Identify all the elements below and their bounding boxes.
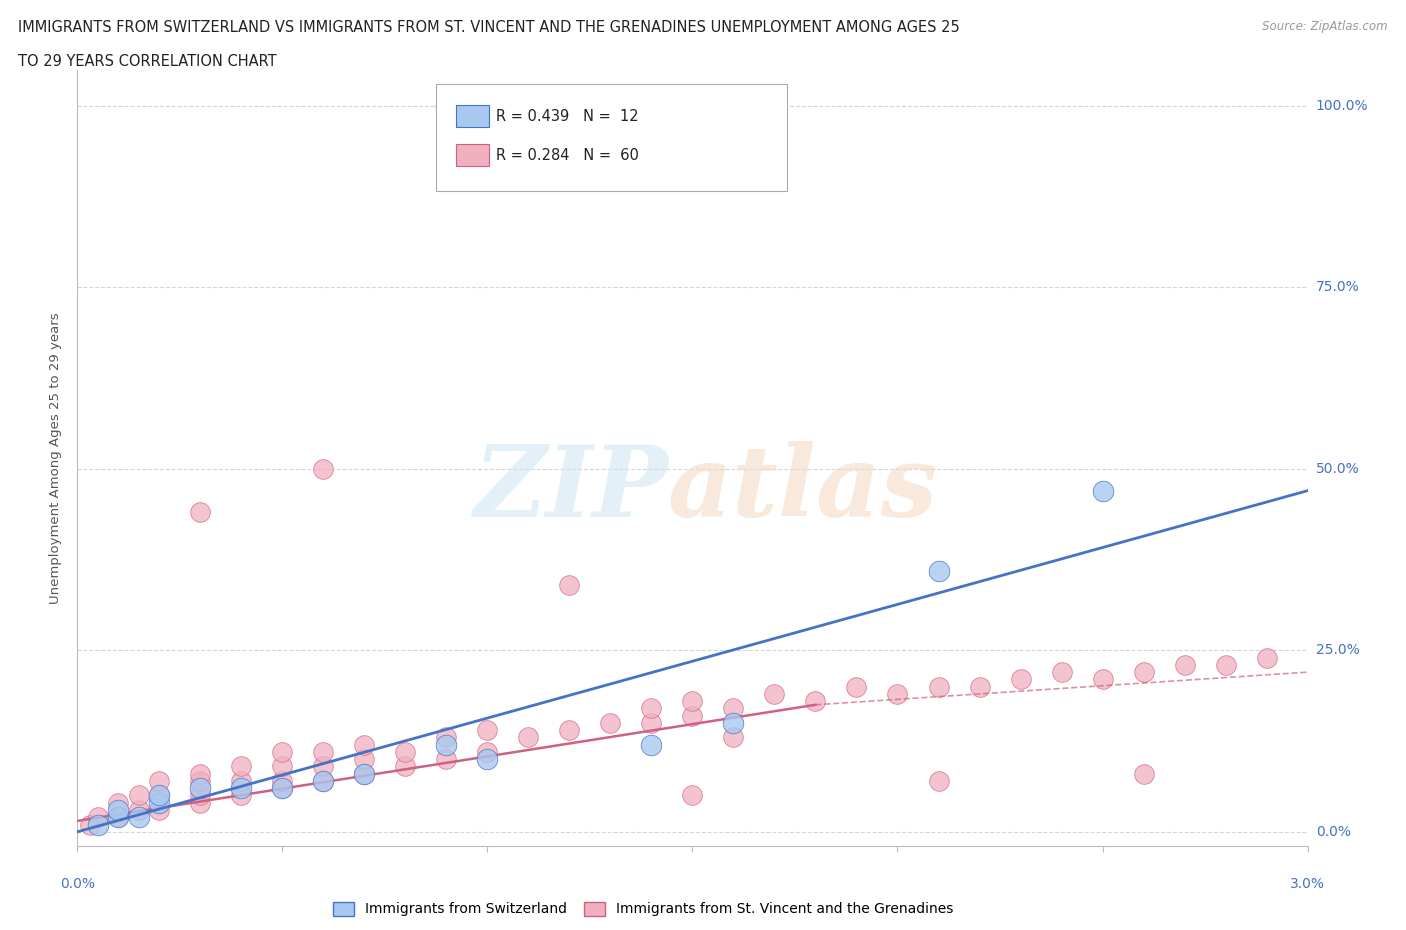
Point bbox=[107, 795, 129, 810]
Text: atlas: atlas bbox=[668, 441, 938, 538]
Point bbox=[969, 679, 991, 694]
Text: 75.0%: 75.0% bbox=[1316, 281, 1360, 295]
Point bbox=[231, 781, 253, 796]
Text: R = 0.439   N =  12: R = 0.439 N = 12 bbox=[496, 109, 638, 124]
Point bbox=[1132, 665, 1154, 680]
Point bbox=[231, 774, 253, 789]
Point bbox=[682, 788, 704, 803]
Point bbox=[1091, 484, 1114, 498]
Point bbox=[394, 745, 416, 760]
Point bbox=[928, 679, 950, 694]
Y-axis label: Unemployment Among Ages 25 to 29 years: Unemployment Among Ages 25 to 29 years bbox=[49, 312, 62, 604]
Point bbox=[188, 781, 212, 796]
Point bbox=[312, 774, 335, 789]
Point bbox=[723, 715, 745, 730]
Point bbox=[148, 795, 170, 810]
Point bbox=[148, 788, 170, 803]
Point bbox=[558, 723, 581, 737]
Point bbox=[1050, 665, 1073, 680]
Point bbox=[148, 803, 170, 817]
Point bbox=[188, 788, 212, 803]
Point bbox=[477, 723, 499, 737]
Point bbox=[723, 701, 745, 716]
Point bbox=[394, 759, 416, 774]
Point bbox=[353, 751, 375, 766]
Point bbox=[87, 817, 110, 832]
Point bbox=[1132, 766, 1154, 781]
Point bbox=[1010, 672, 1032, 687]
Text: 100.0%: 100.0% bbox=[1316, 99, 1368, 113]
Point bbox=[682, 694, 704, 709]
Point bbox=[312, 745, 335, 760]
Point bbox=[107, 803, 129, 817]
Point bbox=[188, 795, 212, 810]
Point bbox=[271, 774, 294, 789]
Point bbox=[599, 715, 621, 730]
Point bbox=[353, 737, 375, 752]
Point bbox=[148, 774, 170, 789]
Point bbox=[107, 810, 129, 825]
Point bbox=[804, 694, 827, 709]
Point bbox=[723, 730, 745, 745]
Point bbox=[271, 781, 294, 796]
Point bbox=[271, 759, 294, 774]
Point bbox=[477, 745, 499, 760]
Point bbox=[436, 737, 458, 752]
Text: Source: ZipAtlas.com: Source: ZipAtlas.com bbox=[1263, 20, 1388, 33]
Point bbox=[107, 810, 129, 825]
Text: TO 29 YEARS CORRELATION CHART: TO 29 YEARS CORRELATION CHART bbox=[18, 54, 277, 69]
Point bbox=[928, 774, 950, 789]
Text: 3.0%: 3.0% bbox=[1291, 877, 1324, 891]
Point bbox=[128, 803, 150, 817]
Text: 50.0%: 50.0% bbox=[1316, 462, 1360, 476]
Point bbox=[188, 774, 212, 789]
Point bbox=[353, 766, 375, 781]
Legend: Immigrants from Switzerland, Immigrants from St. Vincent and the Grenadines: Immigrants from Switzerland, Immigrants … bbox=[328, 896, 959, 922]
Point bbox=[436, 99, 458, 113]
Point bbox=[1091, 672, 1114, 687]
Point bbox=[1174, 658, 1197, 672]
Point bbox=[640, 701, 662, 716]
Point bbox=[928, 563, 950, 578]
Point bbox=[1215, 658, 1237, 672]
Point bbox=[436, 751, 458, 766]
Point bbox=[312, 461, 335, 476]
Point bbox=[188, 766, 212, 781]
Point bbox=[517, 730, 540, 745]
Text: 0.0%: 0.0% bbox=[60, 877, 94, 891]
Text: 25.0%: 25.0% bbox=[1316, 644, 1360, 658]
Point bbox=[682, 709, 704, 724]
Point bbox=[188, 505, 212, 520]
Point bbox=[886, 686, 908, 701]
Point bbox=[231, 788, 253, 803]
Point bbox=[477, 751, 499, 766]
Point bbox=[845, 679, 868, 694]
Point bbox=[312, 759, 335, 774]
Point bbox=[1256, 650, 1278, 665]
Point bbox=[128, 788, 150, 803]
Point bbox=[79, 817, 101, 832]
Text: 0.0%: 0.0% bbox=[1316, 825, 1351, 839]
Point bbox=[312, 774, 335, 789]
Text: R = 0.284   N =  60: R = 0.284 N = 60 bbox=[496, 148, 640, 163]
Point bbox=[436, 730, 458, 745]
Point bbox=[640, 715, 662, 730]
Text: ZIP: ZIP bbox=[472, 441, 668, 538]
Point bbox=[271, 745, 294, 760]
Point bbox=[128, 810, 150, 825]
Point bbox=[87, 810, 110, 825]
Point bbox=[763, 686, 786, 701]
Point bbox=[353, 766, 375, 781]
Point bbox=[231, 759, 253, 774]
Point bbox=[558, 578, 581, 592]
Point bbox=[640, 737, 662, 752]
Point bbox=[271, 781, 294, 796]
Text: IMMIGRANTS FROM SWITZERLAND VS IMMIGRANTS FROM ST. VINCENT AND THE GRENADINES UN: IMMIGRANTS FROM SWITZERLAND VS IMMIGRANT… bbox=[18, 20, 960, 35]
Point bbox=[148, 788, 170, 803]
